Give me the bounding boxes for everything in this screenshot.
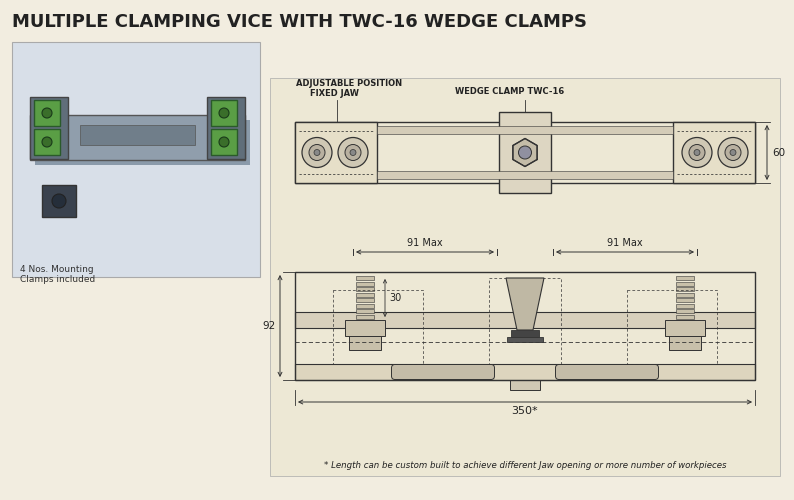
Bar [676, 314, 694, 318]
Bar [295, 122, 377, 183]
Bar [676, 309, 694, 313]
Bar [510, 380, 540, 390]
Polygon shape [513, 138, 537, 166]
Bar [356, 282, 374, 286]
Bar [295, 312, 755, 328]
Circle shape [42, 108, 52, 118]
Bar [507, 337, 543, 342]
Bar [676, 276, 694, 280]
Text: * Length can be custom built to achieve different Jaw opening or more number of : * Length can be custom built to achieve … [324, 461, 727, 470]
Circle shape [725, 144, 741, 160]
Circle shape [518, 146, 531, 159]
Bar [34, 100, 60, 126]
Bar [676, 282, 694, 286]
Bar [356, 304, 374, 308]
Circle shape [309, 144, 325, 160]
Bar [511, 330, 539, 337]
Circle shape [219, 137, 229, 147]
Bar [673, 122, 755, 183]
Bar [295, 364, 755, 380]
Bar [295, 272, 755, 380]
Bar [377, 126, 673, 134]
Text: 4 Nos. Mounting
Clamps included: 4 Nos. Mounting Clamps included [20, 265, 95, 284]
Bar [356, 292, 374, 296]
Text: 91 Max: 91 Max [407, 238, 443, 248]
Bar [211, 129, 237, 155]
Circle shape [730, 150, 736, 156]
Bar [270, 78, 780, 476]
Bar [676, 298, 694, 302]
Bar [349, 336, 381, 350]
Bar [499, 112, 551, 193]
Circle shape [219, 108, 229, 118]
Bar [35, 120, 250, 165]
Text: 60: 60 [772, 148, 785, 158]
Bar [30, 97, 68, 159]
Circle shape [302, 138, 332, 168]
Text: 92: 92 [263, 321, 276, 331]
FancyBboxPatch shape [391, 364, 495, 380]
Text: 91 Max: 91 Max [607, 238, 643, 248]
Bar [356, 287, 374, 291]
Bar [676, 304, 694, 308]
Circle shape [350, 150, 356, 156]
Bar [295, 122, 755, 183]
Bar [42, 185, 76, 217]
Bar [356, 276, 374, 280]
Circle shape [682, 138, 712, 168]
Bar [676, 287, 694, 291]
Bar [669, 336, 701, 350]
Bar [356, 314, 374, 318]
Bar [207, 97, 245, 159]
Polygon shape [506, 278, 544, 330]
Bar [345, 320, 385, 336]
Bar [34, 129, 60, 155]
Text: MULTIPLE CLAMPING VICE WITH TWC-16 WEDGE CLAMPS: MULTIPLE CLAMPING VICE WITH TWC-16 WEDGE… [12, 13, 587, 31]
Bar [676, 292, 694, 296]
Circle shape [694, 150, 700, 156]
Bar [356, 309, 374, 313]
Circle shape [718, 138, 748, 168]
FancyBboxPatch shape [556, 364, 658, 380]
Text: 30: 30 [389, 293, 401, 303]
Circle shape [345, 144, 361, 160]
Text: ADJUSTABLE POSITION: ADJUSTABLE POSITION [296, 79, 402, 88]
Circle shape [689, 144, 705, 160]
Text: FIXED JAW: FIXED JAW [310, 89, 359, 98]
Bar [30, 115, 245, 160]
Bar [665, 320, 705, 336]
Bar [12, 42, 260, 277]
Bar [80, 125, 195, 145]
Bar [356, 298, 374, 302]
Circle shape [338, 138, 368, 168]
Circle shape [314, 150, 320, 156]
Bar [211, 100, 237, 126]
Circle shape [42, 137, 52, 147]
Text: WEDGE CLAMP TWC-16: WEDGE CLAMP TWC-16 [455, 87, 565, 96]
Bar [377, 171, 673, 179]
Circle shape [52, 194, 66, 208]
Text: 350*: 350* [511, 406, 538, 416]
